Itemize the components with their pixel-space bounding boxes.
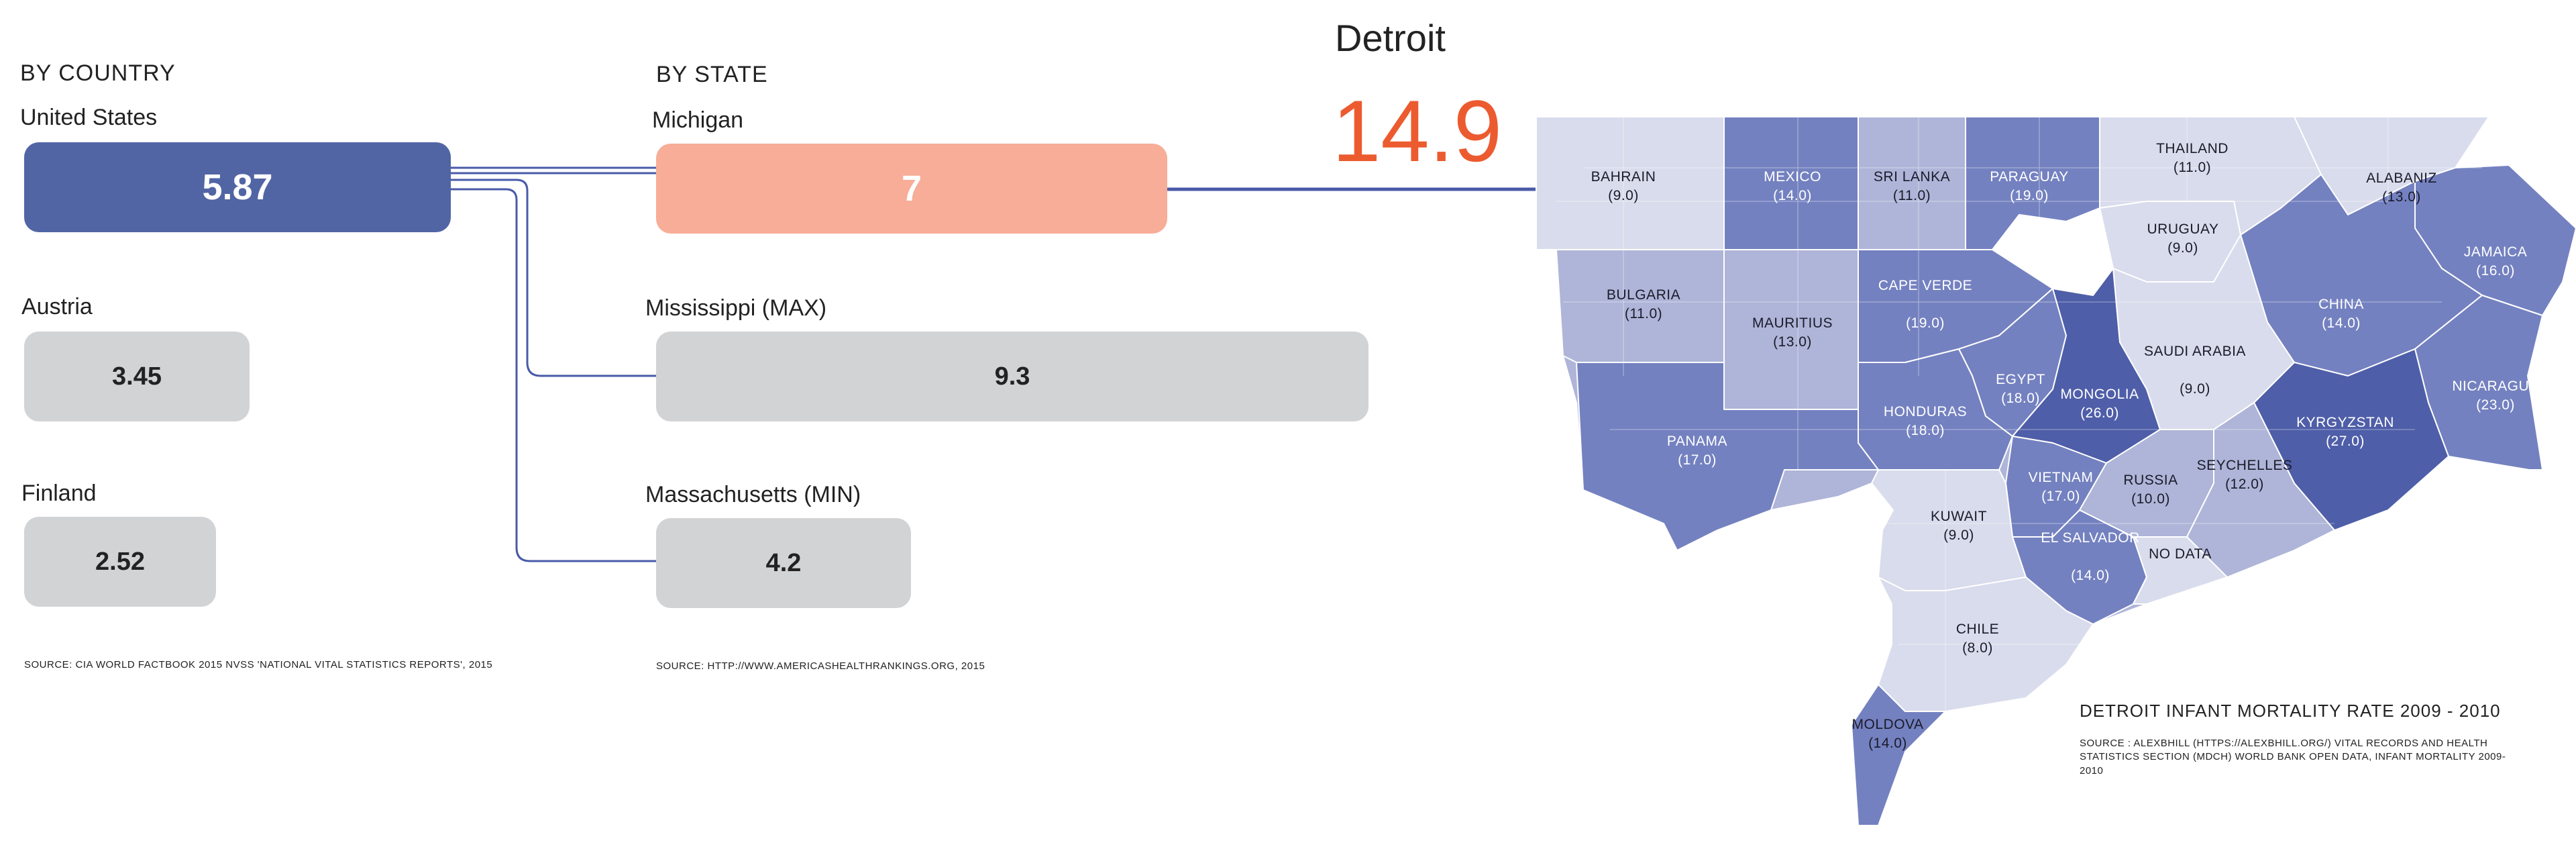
region-name-mauritius: MAURITIUS <box>1752 315 1833 331</box>
region-name-saudi-arabia: SAUDI ARABIA <box>2144 344 2246 359</box>
country-label-united-states: United States <box>20 105 158 130</box>
country-bar-finland: 2.52 <box>24 517 216 607</box>
region-value-egypt: (18.0) <box>2001 391 2040 406</box>
region-name-bahrain: BAHRAIN <box>1591 169 1656 185</box>
region-value-mauritius: (13.0) <box>1773 334 1812 350</box>
state-label-mississippi: Mississippi (MAX) <box>645 295 827 321</box>
region-name-kyrgyzstan: KYRGYZSTAN <box>2296 415 2394 430</box>
region-name-paraguay: PARAGUAY <box>1990 169 2069 185</box>
region-value-cape-verde: (19.0) <box>1906 315 1945 331</box>
country-bar-united-states: 5.87 <box>24 142 451 232</box>
by-state-heading: BY STATE <box>656 62 768 87</box>
state-label-massachusetts: Massachusetts (MIN) <box>645 482 861 507</box>
region-name-egypt: EGYPT <box>1996 372 2045 387</box>
region-name-mexico: MEXICO <box>1764 169 1821 185</box>
region-value-uruguay: (9.0) <box>2167 240 2198 256</box>
region-name-seychelles: SEYCHELLES <box>2197 458 2293 473</box>
region-no-data <box>2133 536 2228 605</box>
connector-us-massachusetts <box>451 188 656 562</box>
region-value-moldova: (14.0) <box>1868 736 1907 751</box>
region-value-mexico: (14.0) <box>1773 188 1812 203</box>
state-label-michigan: Michigan <box>652 107 744 133</box>
region-name-uruguay: URUGUAY <box>2147 221 2219 237</box>
region-name-honduras: HONDURAS <box>1884 404 1967 419</box>
region-value-honduras: (18.0) <box>1906 423 1945 438</box>
state-bar-mississippi: 9.3 <box>656 332 1368 421</box>
region-panama <box>1576 362 1879 551</box>
region-value-el-salvador: (14.0) <box>2071 568 2110 583</box>
state-bar-michigan: 7 <box>656 144 1167 234</box>
region-name-mongolia: MONGOLIA <box>2060 387 2139 402</box>
country-source: SOURCE: CIA WORLD FACTBOOK 2015 NVSS 'NA… <box>24 659 493 670</box>
region-name-sri-lanka: SRI LANKA <box>1874 169 1950 185</box>
region-value-kuwait: (9.0) <box>1943 528 1974 543</box>
region-value-paraguay: (19.0) <box>2010 188 2049 203</box>
region-name-china: CHINA <box>2318 297 2364 312</box>
region-name-no-data: NO DATA <box>2149 546 2212 562</box>
country-value-finland: 2.52 <box>95 547 145 576</box>
region-value-alabaniz: (13.0) <box>2382 189 2421 205</box>
state-bar-massachusetts: 4.2 <box>656 518 911 608</box>
region-value-china: (14.0) <box>2322 315 2361 331</box>
region-value-kyrgyzstan: (27.0) <box>2326 434 2365 449</box>
region-value-jamaica: (16.0) <box>2476 263 2515 279</box>
region-name-chile: CHILE <box>1956 621 1999 637</box>
region-name-moldova: MOLDOVA <box>1852 717 1924 732</box>
region-seychelles <box>2186 402 2335 578</box>
map-title: DETROIT INFANT MORTALITY RATE 2009 - 201… <box>2080 701 2501 721</box>
region-value-vietnam: (17.0) <box>2041 489 2080 504</box>
street-grid <box>1556 117 2482 711</box>
region-name-thailand: THAILAND <box>2156 141 2229 156</box>
region-value-mongolia: (26.0) <box>2080 405 2119 421</box>
state-value-massachusetts: 4.2 <box>765 548 802 577</box>
region-name-cape-verde: CAPE VERDE <box>1878 278 1972 293</box>
map-source: SOURCE : ALEXBHILL (HTTPS://ALEXBHILL.OR… <box>2080 738 2506 777</box>
region-name-el-salvador: EL SALVADOR <box>2041 530 2140 546</box>
region-name-bulgaria: BULGARIA <box>1607 287 1680 303</box>
region-value-chile: (8.0) <box>1962 640 1993 656</box>
state-value-michigan: 7 <box>901 168 922 209</box>
region-value-panama: (17.0) <box>1678 452 1717 468</box>
region-name-nicaragua: NICARAGUA <box>2452 379 2538 394</box>
city-name: Detroit <box>1335 17 1446 59</box>
region-chile <box>1878 577 2094 712</box>
country-value-austria: 3.45 <box>112 362 162 391</box>
region-labels: BAHRAIN (9.0) MEXICO (14.0) SRI LANKA (1… <box>1591 141 2539 751</box>
region-name-vietnam: VIETNAM <box>2029 470 2094 485</box>
state-value-mississippi: 9.3 <box>994 362 1030 391</box>
region-value-bahrain: (9.0) <box>1608 188 1639 203</box>
region-value-seychelles: (12.0) <box>2225 477 2264 492</box>
region-value-russia: (10.0) <box>2131 491 2170 507</box>
region-value-bulgaria: (11.0) <box>1625 306 1662 321</box>
country-label-austria: Austria <box>21 294 93 319</box>
region-value-sri-lanka: (11.0) <box>1893 188 1931 203</box>
region-name-jamaica: JAMAICA <box>2464 244 2528 260</box>
region-value-saudi-arabia: (9.0) <box>2180 381 2210 397</box>
country-label-finland: Finland <box>21 481 97 506</box>
by-country-heading: BY COUNTRY <box>20 60 176 86</box>
state-source: SOURCE: HTTP://WWW.AMERICASHEALTHRANKING… <box>656 660 985 672</box>
city-value: 14.9 <box>1332 82 1503 180</box>
country-value-united-states: 5.87 <box>202 167 273 207</box>
region-name-kuwait: KUWAIT <box>1931 509 1987 524</box>
region-value-thailand: (11.0) <box>2174 160 2211 175</box>
region-name-panama: PANAMA <box>1667 434 1727 449</box>
region-name-alabaniz: ALABANIZ <box>2366 170 2437 186</box>
region-value-nicaragua: (23.0) <box>2476 397 2515 413</box>
region-name-russia: RUSSIA <box>2123 472 2178 488</box>
connector-us-mississippi <box>451 179 656 377</box>
region-moldova <box>1851 684 1946 826</box>
country-bar-austria: 3.45 <box>24 332 250 421</box>
